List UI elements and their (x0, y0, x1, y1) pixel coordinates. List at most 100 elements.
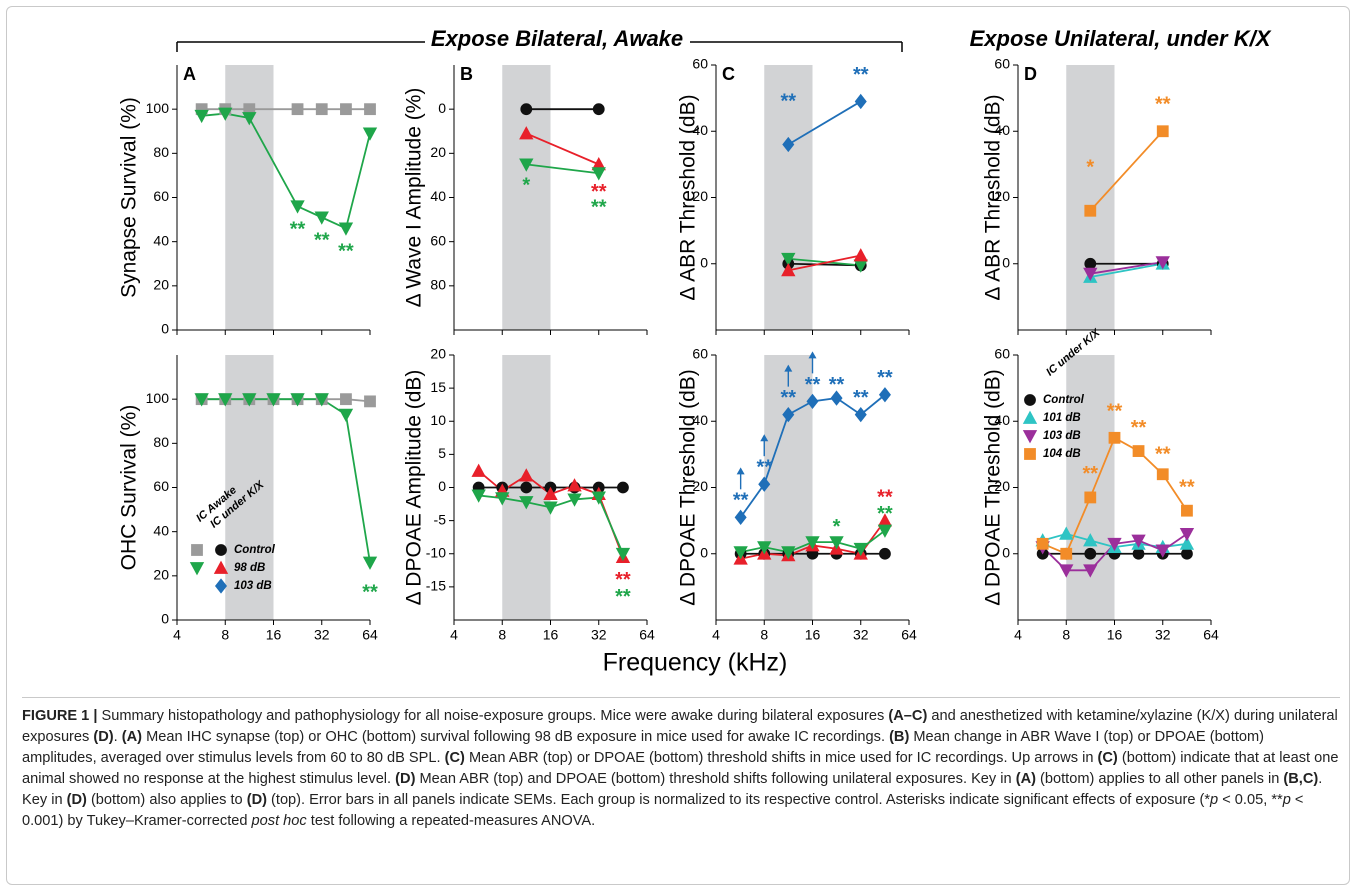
marker (782, 136, 795, 153)
marker (1084, 491, 1097, 504)
marker (362, 556, 378, 570)
y-tick-label: 10 (430, 412, 446, 428)
marker (591, 491, 606, 505)
marker (291, 103, 304, 116)
caption-text: post hoc (251, 813, 307, 829)
legend-label: Control (234, 544, 276, 556)
y-tick-label: -5 (434, 511, 447, 527)
caption-text: (A) (1015, 771, 1036, 787)
marker (805, 536, 820, 550)
legend-label: 103 dB (1043, 430, 1081, 442)
marker (495, 492, 510, 506)
legend-label: 98 dB (234, 562, 265, 574)
caption-text: (D) (246, 792, 267, 808)
caption-text: Mean IHC synapse (top) or OHC (bottom) s… (142, 729, 890, 745)
marker (338, 222, 354, 236)
marker (364, 103, 376, 116)
up-arrow-head (736, 467, 745, 475)
y-tick-label: 0 (161, 321, 169, 337)
x-tick-label: 4 (1014, 627, 1022, 643)
y-tick-label: 60 (994, 346, 1010, 362)
caption-text: (D) (395, 771, 416, 787)
caption-text: Mean ABR (top) or DPOAE (bottom) thresho… (464, 750, 1098, 766)
x-axis-label: Frequency (kHz) (603, 649, 788, 677)
marker (1108, 431, 1121, 444)
caption: FIGURE 1 | Summary histopathology and pa… (22, 697, 1340, 832)
panel-label: D (1024, 64, 1037, 84)
marker (854, 93, 867, 110)
significance-label: ** (805, 374, 821, 396)
y-tick-label: 40 (994, 122, 1010, 138)
significance-label: ** (591, 181, 607, 203)
marker (1181, 547, 1193, 560)
caption-text: . (113, 729, 122, 745)
y-tick-label: 40 (153, 522, 169, 538)
legend-label: Control (1043, 394, 1085, 406)
y-tick-label: 40 (430, 188, 446, 204)
legend-marker (214, 578, 228, 594)
up-arrow-head (784, 364, 793, 372)
marker (1083, 533, 1098, 547)
marker (290, 200, 305, 214)
marker (1084, 547, 1097, 560)
marker (314, 393, 329, 407)
marker (853, 542, 868, 557)
x-tick-label: 32 (314, 627, 330, 643)
y-tick-label: 0 (1002, 544, 1010, 560)
legend-label: 101 dB (1043, 412, 1081, 424)
marker (242, 393, 257, 407)
y-tick-label: 20 (994, 188, 1010, 204)
up-arrow-head (808, 351, 817, 359)
caption-text: (bottom) applies to all other panels in (1035, 771, 1284, 787)
marker (1107, 537, 1122, 552)
legend-marker (1022, 410, 1038, 424)
caption-text: < 0.001) by Tukey–Kramer-corrected (22, 792, 1304, 829)
marker (567, 493, 582, 507)
y-tick-label: 15 (430, 379, 446, 395)
legend-marker (1024, 394, 1036, 406)
significance-label: ** (314, 230, 330, 252)
caption-text: (C) (1097, 750, 1118, 766)
legend-marker (189, 562, 205, 576)
y-tick-label: -10 (426, 544, 446, 560)
caption-text: (B,C) (1283, 771, 1319, 787)
marker (519, 468, 534, 482)
caption-text: (A–C) (888, 708, 928, 724)
marker (1083, 564, 1098, 578)
header: Expose Unilateral, under K/X (970, 26, 1272, 51)
marker (1084, 257, 1097, 270)
x-tick-label: 8 (498, 627, 506, 643)
x-tick-label: 8 (221, 627, 229, 643)
caption-text: test following a repeated-measures ANOVA… (306, 813, 596, 829)
y-tick-label: 60 (153, 188, 169, 204)
significance-label: ** (877, 486, 893, 508)
marker (543, 486, 558, 501)
marker (1155, 544, 1170, 558)
significance-label: * (833, 516, 841, 538)
marker (1059, 564, 1074, 578)
significance-label: ** (290, 218, 306, 240)
marker (830, 390, 843, 406)
significance-label: ** (1083, 463, 1099, 485)
y-tick-label: 0 (438, 100, 446, 116)
caption-text: (C) (444, 750, 465, 766)
marker (520, 103, 533, 116)
caption-text: < 0.05, ** (1218, 792, 1283, 808)
y-tick-label: 60 (994, 56, 1010, 72)
caption-text: (D) (93, 729, 114, 745)
legend-marker (1024, 448, 1036, 460)
marker (218, 107, 233, 121)
significance-label: ** (853, 64, 869, 86)
shaded-band (764, 355, 813, 620)
significance-label: ** (362, 581, 378, 603)
marker (218, 393, 233, 407)
significance-label: ** (733, 490, 749, 512)
marker (471, 463, 486, 477)
marker (194, 393, 209, 407)
x-tick-label: 16 (543, 627, 559, 643)
y-tick-label: 100 (146, 390, 170, 406)
y-tick-label: 40 (692, 122, 708, 138)
y-axis-label: OHC Survival (%) (118, 405, 141, 571)
marker (615, 547, 631, 562)
marker (1156, 125, 1169, 138)
